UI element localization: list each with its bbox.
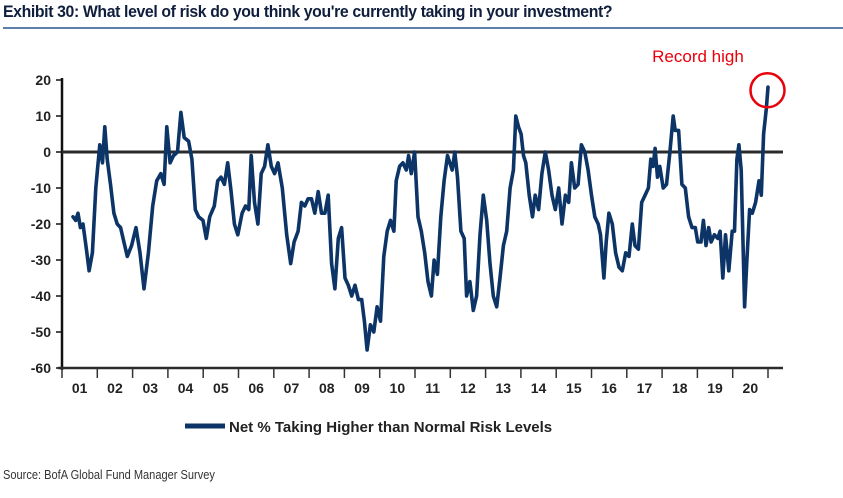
y-tick-label: -30	[31, 252, 51, 268]
record-high-label: Record high	[652, 47, 744, 66]
x-tick-label: 20	[743, 380, 759, 396]
x-tick-label: 10	[390, 380, 406, 396]
x-tick-label: 07	[284, 380, 300, 396]
y-tick-label: -40	[31, 288, 51, 304]
x-tick-label: 14	[531, 380, 547, 396]
x-tick-label: 02	[107, 380, 123, 396]
title-underline	[3, 27, 843, 29]
legend-label: Net % Taking Higher than Normal Risk Lev…	[229, 419, 552, 436]
x-tick-label: 17	[637, 380, 653, 396]
x-tick-label: 03	[142, 380, 158, 396]
record-high-circle	[749, 71, 786, 109]
x-tick-label: 13	[495, 380, 511, 396]
x-tick-label: 19	[707, 380, 723, 396]
x-tick-label: 11	[425, 380, 440, 396]
x-tick-label: 08	[319, 380, 335, 396]
legend: Net % Taking Higher than Normal Risk Lev…	[185, 419, 552, 436]
x-tick-label: 12	[460, 380, 476, 396]
y-axis: 20 10 0 -10 -20 -30 -40 -50 -60	[31, 72, 64, 376]
x-tick-label: 16	[601, 380, 617, 396]
exhibit-title: Exhibit 30: What level of risk do you th…	[3, 2, 613, 21]
series-group	[71, 85, 770, 352]
x-tick-label: 09	[354, 380, 370, 396]
x-tick-label: 15	[566, 380, 582, 396]
y-tick-label: 0	[43, 144, 51, 160]
annotation-group: Record high	[652, 47, 786, 109]
series-line-net-risk	[71, 85, 770, 352]
y-tick-label: -60	[31, 360, 51, 376]
y-tick-label: -10	[31, 180, 51, 196]
y-tick-label: 20	[35, 72, 51, 88]
x-tick-label: 18	[672, 380, 688, 396]
x-tick-label: 06	[248, 380, 264, 396]
y-tick-label: -20	[31, 216, 51, 232]
source-note: Source: BofA Global Fund Manager Survey	[3, 467, 215, 482]
x-tick-label: 01	[72, 380, 88, 396]
y-tick-label: -50	[31, 324, 51, 340]
x-tick-label: 04	[178, 380, 194, 396]
x-axis: 01 02 03 04 05 06 07 08 09 10 11 12 13 14 15 16 17 18 19 20	[58, 366, 783, 396]
y-tick-label: 10	[35, 108, 51, 124]
x-tick-label: 05	[213, 380, 229, 396]
